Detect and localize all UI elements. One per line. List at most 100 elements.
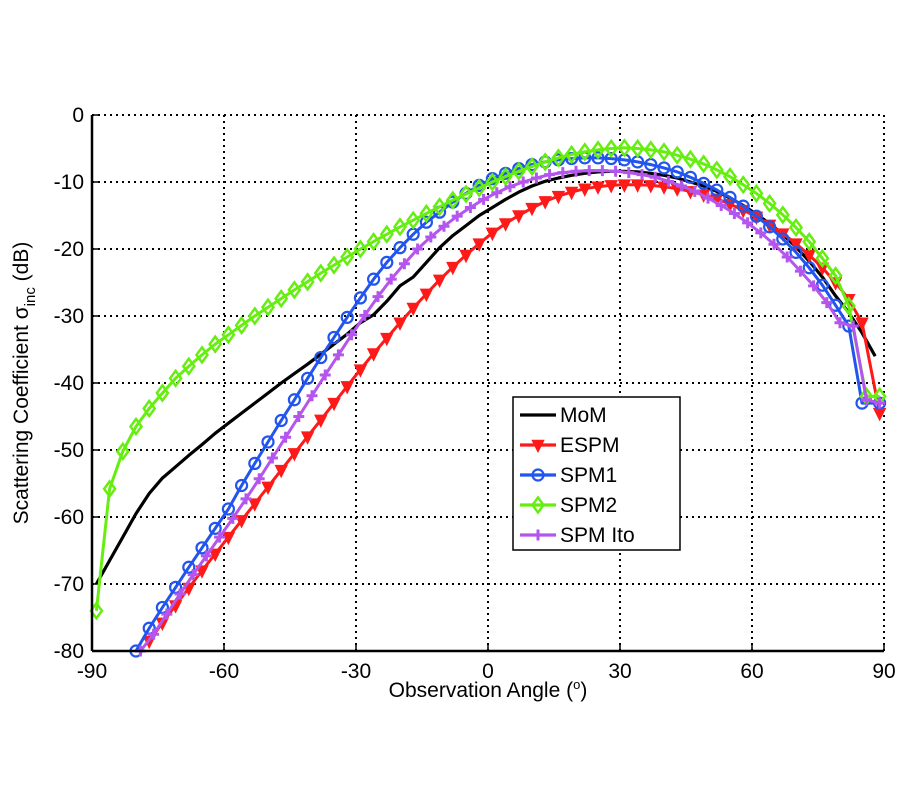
data-point-spm-ito [649, 171, 661, 183]
data-point-spm2 [287, 280, 302, 300]
data-point-spm2 [326, 255, 342, 275]
data-point-spm2 [208, 334, 223, 354]
data-point-spm-ito [517, 176, 529, 188]
data-point-spm2 [736, 175, 751, 195]
data-point-spm2 [841, 296, 856, 316]
x-tick-labels: -90 -60 -30 0 30 60 90 [77, 660, 896, 683]
data-point-spm2 [353, 239, 368, 259]
data-point-spm2 [340, 247, 355, 267]
data-point-spm1 [314, 350, 328, 365]
data-point-spm-ito [596, 165, 608, 177]
data-point-spm-ito [768, 238, 780, 250]
y-axis-label-unit: (dB) [10, 242, 33, 288]
data-point-spm-ito [728, 207, 740, 219]
data-point-spm-ito [174, 588, 186, 600]
data-point-spm2 [115, 441, 130, 461]
y-axis-label: Scattering Coefficient σinc (dB) [10, 242, 39, 525]
data-point-spm2 [128, 416, 144, 437]
legend-marker-espm [531, 439, 545, 454]
data-point-spm-ito [346, 329, 358, 341]
data-point-spm2 [419, 203, 434, 224]
data-point-espm [274, 464, 288, 479]
data-point-spm1 [195, 541, 209, 555]
data-point-spm-ito [623, 167, 635, 179]
data-point-spm2 [498, 167, 513, 187]
data-point-espm [485, 227, 500, 242]
data-point-spm-ito [530, 172, 542, 184]
data-point-spm2 [775, 205, 790, 225]
data-point-spm-ito [240, 493, 252, 505]
data-point-spm-ito [874, 397, 886, 409]
x-tick-label: 0 [482, 660, 494, 683]
data-point-espm [538, 196, 552, 210]
data-point-spm-ito [187, 569, 199, 581]
legend-label-spm2: SPM2 [560, 494, 617, 517]
data-point-espm [287, 448, 302, 462]
data-point-spm-ito [214, 531, 226, 543]
data-point-spm2 [406, 210, 421, 230]
data-point-spm2 [102, 479, 117, 499]
data-point-spm-ito [306, 390, 318, 402]
y-tick-labels: 0 -10 -20 -30 -40 -50 -60 -70 -80 [54, 104, 84, 663]
x-tick-label: -60 [209, 660, 239, 683]
data-point-spm2 [194, 345, 210, 365]
data-point-spm-ito [662, 175, 674, 187]
data-point-spm2 [577, 142, 592, 162]
data-point-spm-ito [570, 165, 582, 177]
data-point-spm-ito [253, 473, 265, 485]
data-point-spm2 [142, 398, 157, 419]
data-point-spm-ito [227, 512, 239, 524]
data-point-espm [208, 548, 222, 563]
data-point-spm2 [630, 138, 645, 159]
data-point-spm1 [762, 220, 777, 234]
legend-entry-spm-ito: SPM Ito [520, 524, 635, 547]
data-point-spm2 [247, 306, 262, 326]
data-point-spm2 [260, 297, 276, 317]
y-tick-label: -20 [54, 238, 84, 261]
data-point-espm [393, 317, 407, 331]
y-tick-label: -50 [54, 439, 84, 462]
data-point-spm-ito [715, 199, 727, 211]
data-point-spm1 [710, 183, 724, 197]
x-tick-label: 30 [608, 660, 631, 683]
data-point-espm [195, 565, 209, 579]
data-point-spm-ito [676, 180, 688, 192]
data-point-spm-ito [742, 217, 754, 229]
legend-entry-spm2: SPM2 [520, 494, 617, 517]
data-point-spm2 [458, 184, 474, 204]
data-point-spm2 [432, 197, 447, 217]
data-point-spm-ito [266, 452, 278, 464]
data-point-spm2 [392, 217, 408, 237]
data-point-spm1 [723, 190, 737, 205]
x-tick-label: -30 [341, 660, 371, 683]
data-point-spm-ito [636, 169, 648, 181]
data-point-spm-ito [781, 251, 793, 263]
legend-marker-spm-ito [532, 529, 544, 541]
data-point-spm1 [670, 165, 684, 179]
data-point-spm-ito [491, 187, 503, 199]
data-point-spm1 [248, 456, 262, 470]
data-point-spm1 [287, 393, 301, 407]
data-point-espm [604, 180, 618, 194]
data-point-spm2 [181, 356, 196, 376]
data-point-spm1 [301, 371, 315, 385]
data-point-spm-ito [794, 265, 806, 277]
data-point-spm-ito [425, 231, 437, 243]
data-point-espm [446, 261, 460, 276]
data-point-spm-ito [293, 411, 305, 422]
data-point-spm-ito [610, 165, 622, 177]
y-axis-label-subscript: inc [22, 287, 39, 307]
x-axis-label-text: Observation Angle ( [389, 679, 573, 702]
y-tick-label: -40 [54, 372, 84, 395]
y-tick-label: 0 [72, 104, 84, 127]
series-layer [89, 138, 887, 658]
data-point-spm2 [234, 315, 249, 335]
y-tick-label: -70 [54, 573, 84, 596]
data-point-spm1 [367, 272, 381, 286]
data-point-spm2 [564, 144, 579, 165]
data-point-spm2 [155, 383, 170, 403]
data-point-spm2 [788, 217, 804, 238]
data-point-spm1 [591, 151, 605, 165]
data-point-spm-ito [372, 291, 384, 303]
